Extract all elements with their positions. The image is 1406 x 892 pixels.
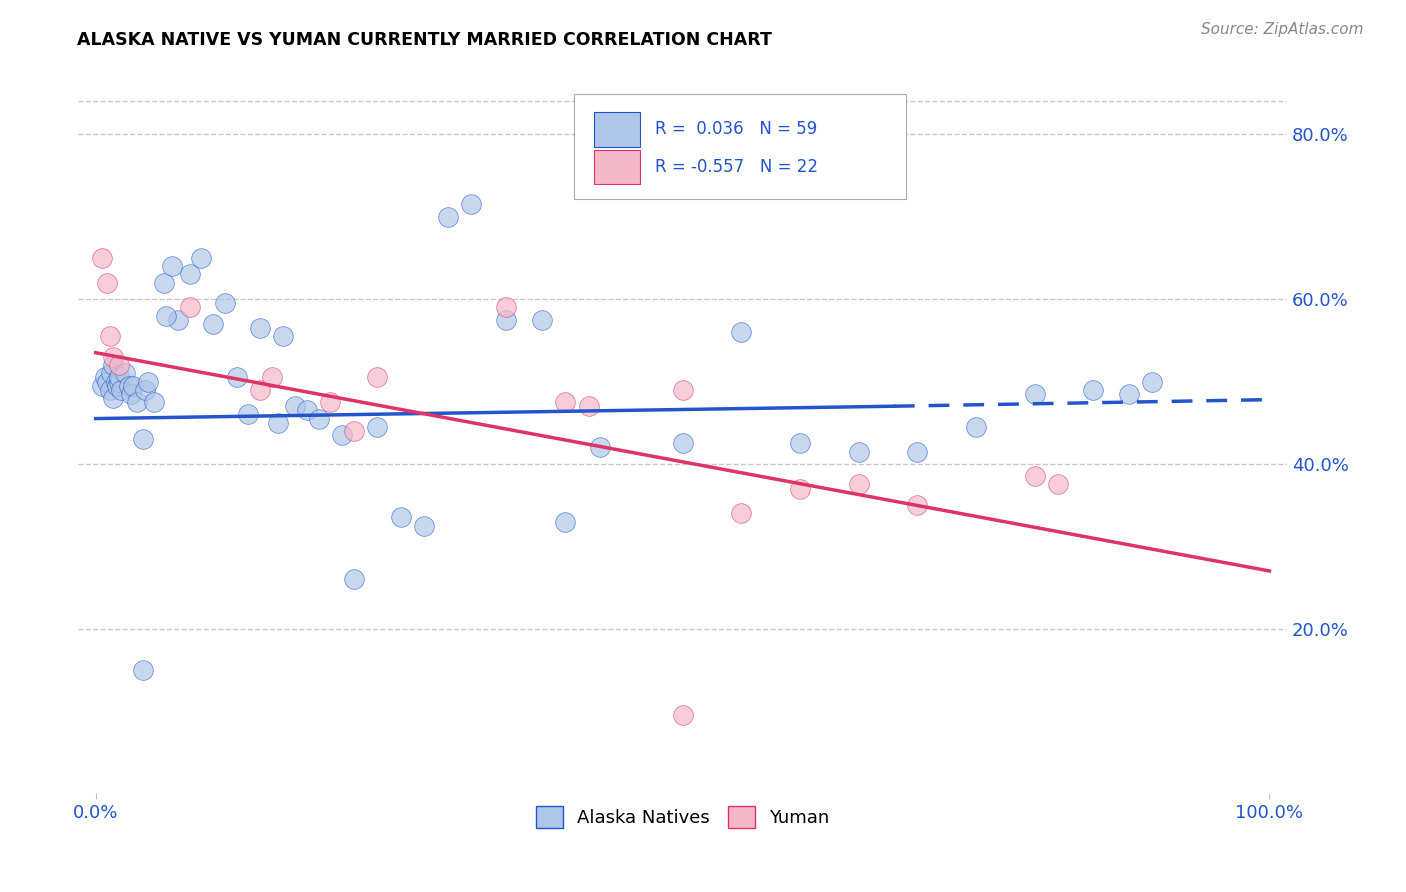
Point: [1083, 383, 1105, 397]
Point: [108, 375, 131, 389]
Text: R =  0.036   N = 59: R = 0.036 N = 59: [655, 120, 817, 138]
Point: [131, 663, 153, 677]
Point: [90, 251, 112, 265]
Point: [789, 436, 811, 450]
Point: [1024, 469, 1046, 483]
Point: [96, 375, 118, 389]
Bar: [595, 112, 640, 147]
FancyBboxPatch shape: [574, 94, 907, 199]
Point: [671, 708, 693, 723]
Text: R = -0.557   N = 22: R = -0.557 N = 22: [655, 158, 818, 176]
Point: [249, 321, 271, 335]
Point: [104, 375, 127, 389]
Point: [848, 444, 870, 458]
Point: [160, 259, 183, 273]
Point: [266, 416, 288, 430]
Point: [1140, 375, 1163, 389]
Point: [1118, 387, 1140, 401]
Point: [260, 370, 283, 384]
Point: [284, 399, 307, 413]
Point: [671, 436, 693, 450]
Point: [96, 276, 118, 290]
Point: [103, 391, 125, 405]
Point: [273, 329, 295, 343]
Point: [495, 312, 517, 326]
Point: [131, 432, 153, 446]
Point: [965, 419, 987, 434]
Point: [530, 312, 553, 326]
Point: [589, 441, 612, 455]
Point: [249, 383, 271, 397]
Point: [179, 268, 201, 282]
Point: [114, 366, 136, 380]
Point: [100, 366, 122, 380]
Point: [225, 370, 247, 384]
Point: [103, 350, 125, 364]
Point: [343, 424, 366, 438]
Point: [179, 301, 201, 315]
Point: [730, 506, 752, 520]
Point: [848, 477, 870, 491]
Point: [554, 395, 576, 409]
Point: [152, 276, 174, 290]
Point: [155, 309, 177, 323]
Point: [108, 370, 131, 384]
Point: [319, 395, 342, 409]
Point: [1047, 477, 1070, 491]
Point: [138, 375, 160, 389]
Point: [671, 383, 693, 397]
Point: [295, 403, 318, 417]
Point: [122, 378, 145, 392]
Point: [110, 383, 132, 397]
Point: [495, 301, 517, 315]
Point: [389, 510, 412, 524]
Point: [343, 572, 366, 586]
Point: [120, 387, 142, 401]
Point: [789, 482, 811, 496]
Point: [366, 419, 388, 434]
Point: [125, 395, 148, 409]
Point: [98, 329, 121, 343]
Point: [330, 428, 353, 442]
Point: [98, 383, 121, 397]
Point: [143, 395, 166, 409]
Point: [238, 408, 260, 422]
Point: [94, 370, 117, 384]
Legend: Alaska Natives, Yuman: Alaska Natives, Yuman: [529, 798, 837, 835]
Point: [108, 358, 131, 372]
Point: [413, 518, 436, 533]
Point: [90, 378, 112, 392]
Point: [554, 515, 576, 529]
Text: Source: ZipAtlas.com: Source: ZipAtlas.com: [1201, 22, 1364, 37]
Point: [460, 197, 482, 211]
Bar: [595, 150, 640, 185]
Point: [905, 498, 928, 512]
Point: [134, 383, 156, 397]
Point: [436, 210, 458, 224]
Point: [308, 411, 330, 425]
Point: [202, 317, 225, 331]
Point: [117, 378, 139, 392]
Point: [366, 370, 388, 384]
Point: [190, 251, 212, 265]
Point: [1024, 387, 1046, 401]
Point: [214, 296, 236, 310]
Text: ALASKA NATIVE VS YUMAN CURRENTLY MARRIED CORRELATION CHART: ALASKA NATIVE VS YUMAN CURRENTLY MARRIED…: [77, 31, 772, 49]
Point: [105, 378, 128, 392]
Point: [166, 312, 188, 326]
Point: [730, 325, 752, 339]
Point: [578, 399, 600, 413]
Point: [905, 444, 928, 458]
Point: [103, 358, 125, 372]
